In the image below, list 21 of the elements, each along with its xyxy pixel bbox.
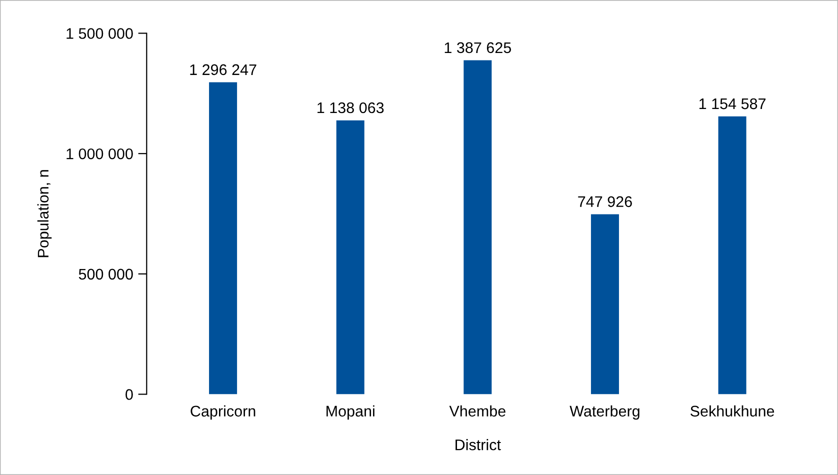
data-label: 1 138 063 <box>318 102 384 114</box>
bar <box>209 82 238 394</box>
y-axis-title: Population, n <box>37 170 52 258</box>
x-tick-label: Sekhukhune <box>690 405 774 417</box>
x-tick-label: Vhembe <box>449 405 506 417</box>
data-label: 1 154 587 <box>699 98 766 110</box>
bar <box>718 116 746 394</box>
data-label: 1 387 625 <box>444 42 512 54</box>
data-label: 747 926 <box>578 196 632 208</box>
bar <box>590 214 619 394</box>
bar <box>336 120 364 394</box>
x-tick-label: Capricorn <box>190 405 256 420</box>
data-label: 1 296 247 <box>190 64 256 76</box>
x-tick-label: Waterberg <box>570 405 640 420</box>
y-tick-label: 1 000 000 <box>66 148 133 160</box>
x-axis-title: District <box>456 439 501 450</box>
bar <box>464 60 492 394</box>
y-tick-label: 0 <box>126 389 133 400</box>
x-tick-label: Mopani <box>326 405 374 420</box>
y-tick-label: 1 500 000 <box>66 28 133 39</box>
y-tick-label: 500 000 <box>78 268 133 280</box>
